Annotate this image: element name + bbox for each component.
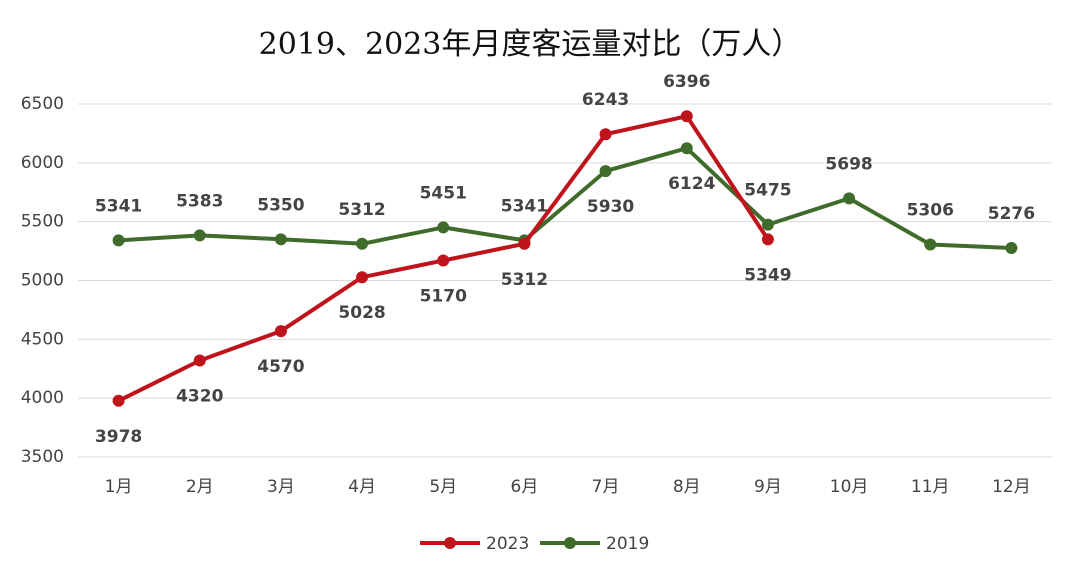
point-marker [274, 325, 287, 338]
data-label: 5028 [338, 303, 385, 323]
x-tick-label: 10月 [830, 477, 869, 497]
legend-label: 2023 [486, 534, 529, 554]
point-marker [112, 234, 125, 247]
legend-label: 2019 [606, 534, 649, 554]
y-tick-label: 4500 [21, 329, 64, 349]
data-label: 5350 [257, 195, 304, 215]
x-tick-label: 9月 [754, 477, 782, 497]
point-marker [680, 110, 693, 123]
data-label: 5349 [744, 265, 791, 285]
data-label: 5475 [744, 181, 791, 201]
point-marker [518, 237, 531, 250]
point-marker [680, 142, 693, 155]
data-label: 5930 [587, 197, 634, 217]
y-tick-label: 4000 [21, 388, 64, 408]
point-marker [112, 394, 125, 407]
series-line [118, 146, 1012, 250]
point-marker [437, 254, 450, 267]
chart-title: 2019、2023年月度客运量对比（万人） [259, 27, 802, 62]
data-label: 5276 [988, 204, 1035, 224]
data-label: 3978 [95, 427, 142, 447]
x-tick-label: 3月 [267, 477, 295, 497]
point-marker [761, 218, 774, 231]
data-label: 6243 [582, 90, 629, 110]
point-marker [1005, 242, 1018, 255]
x-tick-label: 5月 [429, 477, 457, 497]
data-label: 6124 [668, 174, 715, 194]
point-marker [193, 229, 206, 242]
x-tick-label: 7月 [592, 477, 620, 497]
y-tick-label: 5000 [21, 271, 64, 291]
point-marker [924, 238, 937, 251]
x-tick-label: 11月 [911, 477, 950, 497]
x-tick-label: 4月 [348, 477, 376, 497]
point-marker [843, 192, 856, 205]
legend-marker [444, 537, 456, 549]
data-label: 5383 [176, 191, 223, 211]
data-label: 5698 [825, 154, 872, 174]
x-tick-label: 6月 [511, 477, 539, 497]
data-label: 6396 [663, 72, 710, 92]
point-marker [356, 237, 369, 250]
x-tick-label: 1月 [105, 477, 133, 497]
y-tick-label: 6500 [21, 94, 64, 114]
point-marker [761, 233, 774, 246]
point-marker [599, 128, 612, 141]
data-label: 5306 [907, 200, 954, 220]
point-marker [437, 221, 450, 234]
y-tick-label: 6000 [21, 153, 64, 173]
data-label: 5312 [501, 270, 548, 290]
point-marker [599, 165, 612, 178]
y-tick-label: 5500 [21, 212, 64, 232]
data-label: 5312 [338, 200, 385, 220]
legend-marker [564, 537, 576, 549]
x-tick-label: 2月 [186, 477, 214, 497]
data-label: 4320 [176, 387, 223, 407]
point-marker [274, 233, 287, 246]
data-label: 5341 [95, 196, 142, 216]
data-label: 5341 [501, 196, 548, 216]
data-label: 5451 [420, 183, 467, 203]
x-tick-label: 8月 [673, 477, 701, 497]
point-marker [193, 354, 206, 367]
x-tick-label: 12月 [992, 477, 1031, 497]
point-marker [356, 271, 369, 284]
y-tick-label: 3500 [21, 447, 64, 467]
data-label: 5170 [420, 286, 467, 306]
data-label: 4570 [257, 357, 304, 377]
